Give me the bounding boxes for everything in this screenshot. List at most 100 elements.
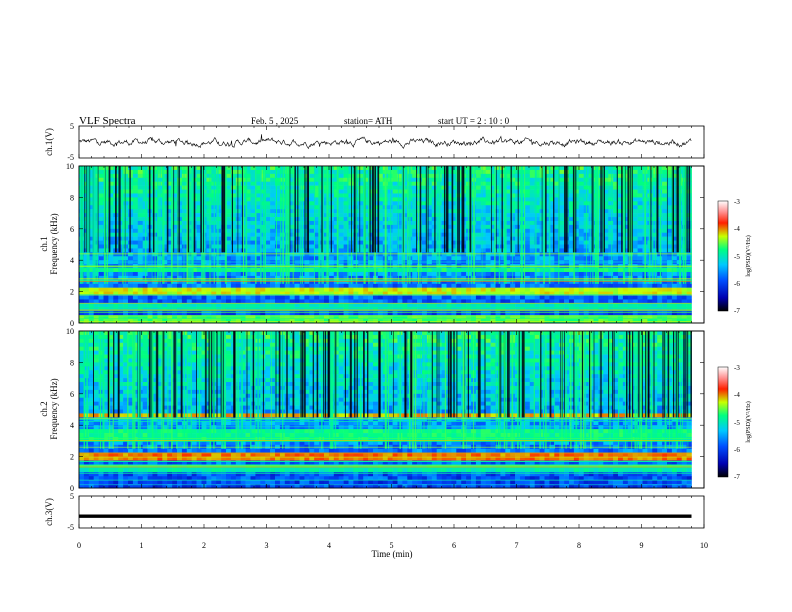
spectrogram-cell <box>162 169 168 175</box>
spectrogram-cell <box>657 319 663 324</box>
spectrogram-cell <box>544 271 550 277</box>
spectrogram-cell <box>314 315 320 320</box>
spectrogram-cell <box>128 252 134 257</box>
spectrogram-cell <box>260 209 266 214</box>
spectrogram-cell <box>250 252 256 257</box>
spectrogram-cell <box>524 220 531 226</box>
spectrogram-cell <box>603 268 609 273</box>
spectrogram-cell <box>652 224 658 230</box>
spectrogram-cell <box>363 252 369 257</box>
spectrogram-cell <box>157 303 163 308</box>
spectrogram-cell <box>500 256 506 261</box>
spectrogram-cell <box>137 311 143 316</box>
spectrogram-cell <box>343 287 349 292</box>
spectrogram-cell <box>451 268 457 273</box>
spectrogram-cell <box>539 268 545 273</box>
spectrogram-cell <box>667 303 673 308</box>
spectrogram-cell <box>373 299 379 304</box>
spectrogram-cell <box>578 248 584 253</box>
spectrogram-cell <box>613 205 619 210</box>
spectrogram-cell <box>338 240 344 245</box>
spectrogram-cell <box>426 236 433 241</box>
spectrogram-cell <box>412 244 418 249</box>
spectrogram-cell <box>289 299 295 304</box>
spectrogram-cell <box>167 193 173 198</box>
spectrogram-cell <box>593 287 599 292</box>
spectrogram-cell <box>632 228 638 234</box>
spectrogram-cell <box>181 283 188 288</box>
spectrogram-cell <box>226 303 232 308</box>
spectrogram-cell <box>206 244 212 249</box>
spectrogram-cell <box>172 291 178 296</box>
spectrogram-cell <box>275 244 281 249</box>
spectrogram-cell <box>392 287 398 292</box>
ch1-waveform-trace <box>78 134 692 150</box>
spectrogram-cell <box>667 307 673 312</box>
spectrogram-cell <box>559 181 565 186</box>
spectrogram-cell <box>289 248 295 253</box>
ch1-waveform-ylabel: ch.1(V) <box>44 128 54 156</box>
spectrogram-cell <box>662 177 668 182</box>
spectrogram-cell <box>422 287 428 292</box>
spectrogram-cell <box>113 275 119 281</box>
spectrogram-cell <box>412 248 418 253</box>
spectrogram-cell <box>147 268 153 273</box>
spectrogram-cell <box>250 228 256 234</box>
spectrogram-cell <box>181 228 188 234</box>
spectrogram-cell <box>88 299 94 304</box>
spectrogram-cell <box>167 291 173 296</box>
spectrogram-cell <box>402 244 408 249</box>
spectrogram-cell <box>343 311 349 316</box>
spectrogram-cell <box>338 181 344 186</box>
spectrogram-cell <box>461 319 467 324</box>
spectrogram-cell <box>235 220 241 226</box>
spectrogram-cell <box>260 224 266 230</box>
spectrogram-cell <box>412 283 418 288</box>
spectrogram-cell <box>490 307 496 312</box>
spectrogram-cell <box>622 268 629 273</box>
spectrogram-cell <box>671 228 678 234</box>
spectrogram-cell <box>167 228 173 234</box>
spectrogram-cell <box>186 311 192 316</box>
spectrogram-cell <box>500 271 506 277</box>
spectrogram-cell <box>103 311 109 316</box>
spectrogram-cell <box>657 240 663 245</box>
spectrogram-cell <box>500 232 506 237</box>
spectrogram-cell <box>588 228 594 234</box>
spectrogram-cell <box>181 315 188 320</box>
spectrogram-cell <box>83 299 90 304</box>
spectrogram-cell <box>245 169 251 175</box>
spectrogram-cell <box>216 311 222 316</box>
spectrogram-cell <box>181 173 188 179</box>
spectrogram-cell <box>681 319 687 324</box>
spectrogram-cell <box>108 299 114 304</box>
spectrogram-cell <box>637 173 643 179</box>
spectrogram-cell <box>461 256 467 261</box>
spectrogram-cell <box>652 275 658 281</box>
spectrogram-cell <box>235 268 241 273</box>
spectrogram-cell <box>407 303 413 308</box>
spectrogram-cell <box>348 295 354 300</box>
spectrogram-cell <box>480 252 486 257</box>
spectrogram-cell <box>412 220 418 226</box>
spectrogram-cell <box>475 217 482 222</box>
spectrogram-cell <box>137 319 143 324</box>
spectrogram-cell <box>167 166 173 171</box>
spectrogram-cell <box>216 307 222 312</box>
spectrogram-cell <box>328 283 335 288</box>
spectrogram-cell <box>260 193 266 198</box>
spectrogram-cell <box>485 228 491 234</box>
spectrogram-cell <box>431 283 437 288</box>
spectrogram-cell <box>618 193 624 198</box>
spectrogram-cell <box>657 209 663 214</box>
spectrogram-cell <box>255 315 261 320</box>
spectrogram-cell <box>598 291 604 296</box>
spectrogram-cell <box>338 209 344 214</box>
spectrogram-cell <box>172 217 178 222</box>
spectrogram-cell <box>681 213 687 218</box>
spectrogram-cell <box>343 169 349 175</box>
spectrogram-cell <box>539 299 545 304</box>
spectrogram-cell <box>304 315 310 320</box>
spectrogram-cell <box>588 201 594 206</box>
spectrogram-cell <box>456 303 462 308</box>
